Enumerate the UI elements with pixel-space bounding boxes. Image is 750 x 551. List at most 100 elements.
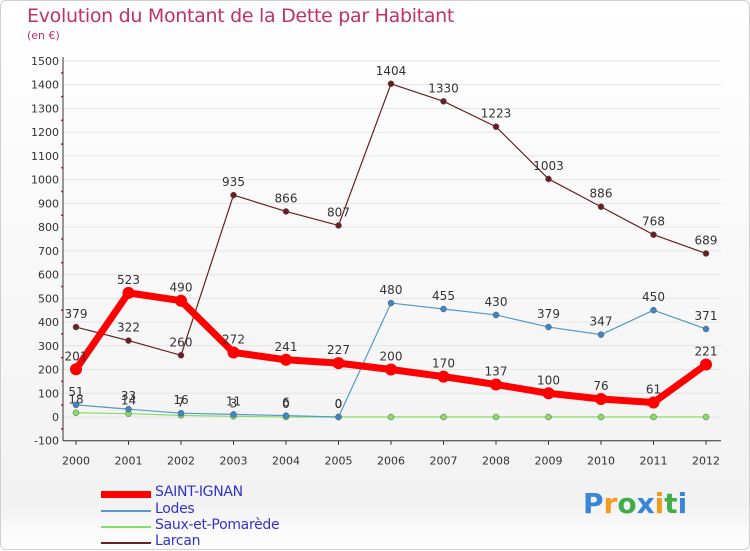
data-point-larcan	[230, 191, 237, 199]
data-point-larcan	[492, 123, 500, 130]
data-label-saint-ignan: 170	[432, 357, 455, 371]
y-minor-tick	[61, 143, 63, 145]
legend-swatch-lodes	[101, 510, 151, 512]
data-point-saint-ignan	[227, 346, 240, 359]
x-tick-label: 2000	[62, 455, 90, 468]
data-label-larcan: 379	[65, 307, 88, 321]
data-point-saux-et-pomarede	[545, 413, 552, 421]
data-point-lodes	[702, 325, 710, 333]
data-point-saux-et-pomarede	[387, 413, 395, 421]
y-tick-label: 300	[38, 340, 59, 353]
y-tick-label: 900	[38, 197, 59, 210]
data-point-larcan	[597, 203, 605, 210]
y-minor-tick	[61, 285, 63, 288]
data-point-lodes	[230, 411, 237, 418]
data-label-larcan: 322	[117, 321, 140, 335]
legend-swatch-saint-ignan	[101, 490, 151, 498]
legend-label-saux-et-pomarede: Saux-et-Pomarède	[155, 517, 280, 533]
data-label-larcan: 768	[642, 215, 665, 229]
logo-letter: x	[636, 487, 655, 520]
data-point-saint-ignan	[437, 370, 450, 383]
data-point-larcan	[545, 175, 552, 183]
legend-label-lodes: Lodes	[155, 501, 195, 517]
data-point-lodes	[545, 323, 552, 331]
y-tick-label: 200	[38, 364, 59, 377]
y-minor-tick	[61, 309, 63, 312]
data-label-lodes: 347	[590, 315, 613, 329]
data-point-lodes	[72, 401, 80, 409]
data-point-larcan	[387, 80, 395, 88]
legend-swatch-larcan	[101, 542, 151, 544]
data-point-saux-et-pomarede	[650, 413, 657, 421]
data-point-larcan	[282, 208, 290, 215]
data-point-lodes	[597, 331, 605, 338]
y-tick-label: 100	[38, 387, 59, 400]
y-minor-tick	[61, 166, 63, 169]
chart-title: Evolution du Montant de la Dette par Hab…	[27, 5, 455, 27]
data-point-saint-ignan	[595, 392, 607, 405]
data-label-lodes: 455	[432, 289, 455, 303]
data-label-saux-et-pomarede: 0	[282, 397, 290, 411]
data-label-larcan: 1330	[428, 81, 459, 95]
y-tick-label: 600	[38, 269, 59, 282]
x-tick-label: 2011	[640, 455, 668, 468]
chart-unit: (en €)	[27, 29, 60, 42]
y-minor-tick	[61, 380, 63, 383]
x-tick-label: 2004	[272, 455, 300, 468]
data-label-saux-et-pomarede: 3	[230, 396, 238, 410]
data-label-lodes: 11	[226, 394, 241, 408]
data-point-saint-ignan	[385, 363, 397, 376]
y-tick-label: 700	[38, 245, 59, 258]
data-label-saint-ignan: 76	[593, 379, 608, 393]
data-label-larcan: 689	[695, 233, 718, 247]
data-point-lodes	[282, 412, 290, 419]
y-minor-tick	[61, 95, 63, 98]
data-label-saint-ignan: 201	[65, 349, 88, 363]
x-tick-label: 2006	[377, 455, 405, 468]
y-tick-label: -100	[34, 435, 59, 448]
logo-letter: r	[603, 487, 618, 520]
data-point-saint-ignan	[332, 357, 345, 370]
data-label-saux-et-pomarede: 14	[121, 394, 136, 408]
data-point-larcan	[125, 337, 132, 344]
data-label-lodes: 371	[695, 309, 718, 323]
data-point-larcan	[702, 250, 710, 257]
data-label-larcan: 807	[327, 205, 350, 219]
data-point-saint-ignan	[700, 358, 712, 371]
y-minor-tick	[61, 71, 63, 74]
legend-label-saint-ignan: SAINT-IGNAN	[155, 484, 243, 500]
logo-letter: P	[583, 487, 604, 520]
data-label-lodes: 480	[380, 283, 403, 297]
x-tick-label: 2005	[325, 455, 353, 468]
data-point-larcan	[650, 231, 657, 238]
y-tick-label: 1100	[31, 150, 59, 163]
data-point-saint-ignan	[122, 286, 135, 299]
y-minor-tick	[61, 238, 63, 240]
x-tick-label: 2009	[535, 455, 563, 468]
data-label-saint-ignan: 221	[695, 345, 718, 359]
data-label-larcan: 935	[222, 175, 245, 189]
data-label-larcan: 1404	[376, 64, 407, 78]
x-tick-label: 2007	[430, 455, 458, 468]
data-label-saint-ignan: 100	[537, 373, 560, 387]
data-label-lodes: 6	[282, 396, 290, 410]
data-label-saint-ignan: 227	[327, 343, 350, 357]
data-label-larcan: 886	[590, 187, 613, 201]
data-point-lodes	[492, 311, 500, 319]
y-minor-tick	[61, 427, 63, 430]
data-label-saux-et-pomarede: 0	[335, 397, 343, 411]
data-label-saint-ignan: 137	[485, 364, 508, 378]
y-minor-tick	[61, 261, 63, 264]
data-point-larcan	[177, 352, 185, 359]
data-label-saint-ignan: 523	[117, 273, 140, 287]
data-label-lodes: 430	[485, 295, 508, 309]
legend-label-larcan: Larcan	[155, 533, 201, 549]
data-label-saux-et-pomarede: 7	[177, 395, 185, 409]
data-point-saux-et-pomarede	[72, 409, 80, 416]
data-label-larcan: 1223	[481, 107, 512, 121]
data-label-lodes: 0	[335, 397, 343, 411]
data-point-lodes	[335, 413, 342, 421]
data-label-lodes: 33	[121, 389, 136, 403]
data-label-lodes: 16	[173, 393, 188, 407]
